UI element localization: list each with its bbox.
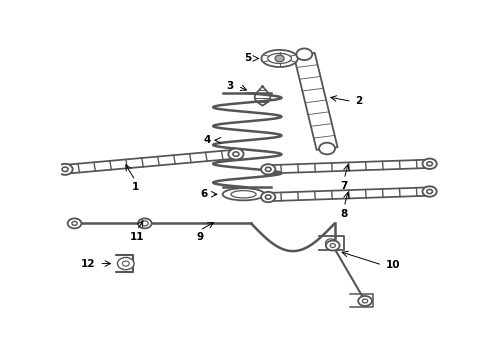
Polygon shape <box>350 294 373 307</box>
Circle shape <box>261 192 275 202</box>
Circle shape <box>57 164 73 175</box>
Ellipse shape <box>222 188 265 201</box>
Circle shape <box>72 221 77 225</box>
Ellipse shape <box>138 219 151 228</box>
Polygon shape <box>255 86 270 105</box>
Circle shape <box>233 152 239 156</box>
Text: 8: 8 <box>341 209 348 219</box>
Text: 1: 1 <box>132 183 139 192</box>
Circle shape <box>296 49 312 60</box>
Ellipse shape <box>261 50 298 67</box>
Circle shape <box>68 219 81 228</box>
Circle shape <box>330 244 336 247</box>
Text: 12: 12 <box>81 258 96 269</box>
Text: 10: 10 <box>386 260 400 270</box>
Text: 9: 9 <box>196 232 203 242</box>
Text: 2: 2 <box>356 96 363 107</box>
Circle shape <box>62 167 68 172</box>
Circle shape <box>118 257 134 270</box>
Circle shape <box>427 189 433 194</box>
Circle shape <box>326 240 340 251</box>
Circle shape <box>319 143 335 154</box>
Ellipse shape <box>142 221 148 226</box>
Circle shape <box>427 162 433 166</box>
Circle shape <box>275 55 284 62</box>
Circle shape <box>363 299 368 303</box>
Text: 7: 7 <box>341 181 348 191</box>
Text: 5: 5 <box>244 53 251 63</box>
Polygon shape <box>319 236 344 250</box>
Circle shape <box>266 195 271 199</box>
Text: 6: 6 <box>200 189 207 199</box>
Text: 3: 3 <box>227 81 234 91</box>
Circle shape <box>228 149 244 159</box>
Text: 11: 11 <box>130 232 145 242</box>
Circle shape <box>266 167 271 171</box>
Text: 4: 4 <box>204 135 211 145</box>
Polygon shape <box>294 53 338 150</box>
Circle shape <box>358 296 372 306</box>
Circle shape <box>422 159 437 169</box>
Circle shape <box>422 186 437 197</box>
Circle shape <box>261 164 275 175</box>
